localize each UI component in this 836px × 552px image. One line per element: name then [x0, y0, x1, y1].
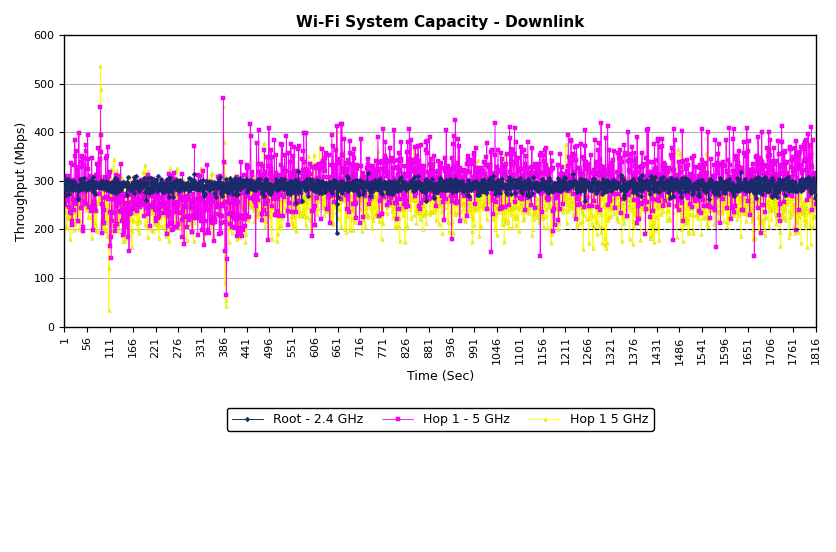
Hop 1 - 5 GHz — [774, 212, 784, 219]
Hop 1 5 GHz — [59, 209, 69, 215]
Root - 2.4 GHz — [809, 182, 819, 189]
Line: Hop 1 5 GHz: Hop 1 5 GHz — [63, 64, 818, 311]
Hop 1 - 5 GHz — [222, 291, 232, 298]
Root - 2.4 GHz — [308, 181, 319, 187]
Hop 1 - 5 GHz — [191, 215, 201, 221]
Title: Wi-Fi System Capacity - Downlink: Wi-Fi System Capacity - Downlink — [296, 15, 584, 30]
Hop 1 5 GHz — [811, 195, 821, 202]
Hop 1 - 5 GHz — [308, 179, 319, 185]
Root - 2.4 GHz — [59, 176, 69, 183]
Hop 1 - 5 GHz — [59, 200, 69, 207]
Hop 1 5 GHz — [308, 197, 319, 203]
Root - 2.4 GHz — [657, 181, 667, 187]
Hop 1 - 5 GHz — [540, 182, 550, 188]
Root - 2.4 GHz — [540, 185, 550, 192]
Root - 2.4 GHz — [811, 187, 821, 194]
X-axis label: Time (Sec): Time (Sec) — [406, 370, 474, 383]
Hop 1 5 GHz — [104, 306, 114, 313]
Hop 1 - 5 GHz — [657, 188, 667, 195]
Hop 1 5 GHz — [809, 196, 819, 203]
Hop 1 5 GHz — [95, 62, 105, 69]
Root - 2.4 GHz — [293, 168, 303, 174]
Hop 1 5 GHz — [192, 190, 202, 197]
Line: Hop 1 - 5 GHz: Hop 1 - 5 GHz — [63, 97, 818, 297]
Line: Root - 2.4 GHz: Root - 2.4 GHz — [63, 169, 818, 235]
Y-axis label: Throughput (Mbps): Throughput (Mbps) — [15, 121, 28, 241]
Hop 1 5 GHz — [657, 198, 667, 204]
Hop 1 - 5 GHz — [218, 95, 228, 102]
Root - 2.4 GHz — [774, 187, 784, 194]
Root - 2.4 GHz — [332, 230, 342, 237]
Root - 2.4 GHz — [191, 186, 201, 193]
Legend: Root - 2.4 GHz, Hop 1 - 5 GHz, Hop 1 5 GHz: Root - 2.4 GHz, Hop 1 - 5 GHz, Hop 1 5 G… — [227, 408, 654, 431]
Hop 1 - 5 GHz — [809, 170, 819, 177]
Hop 1 5 GHz — [540, 193, 550, 199]
Hop 1 5 GHz — [774, 205, 784, 211]
Hop 1 - 5 GHz — [811, 201, 821, 208]
